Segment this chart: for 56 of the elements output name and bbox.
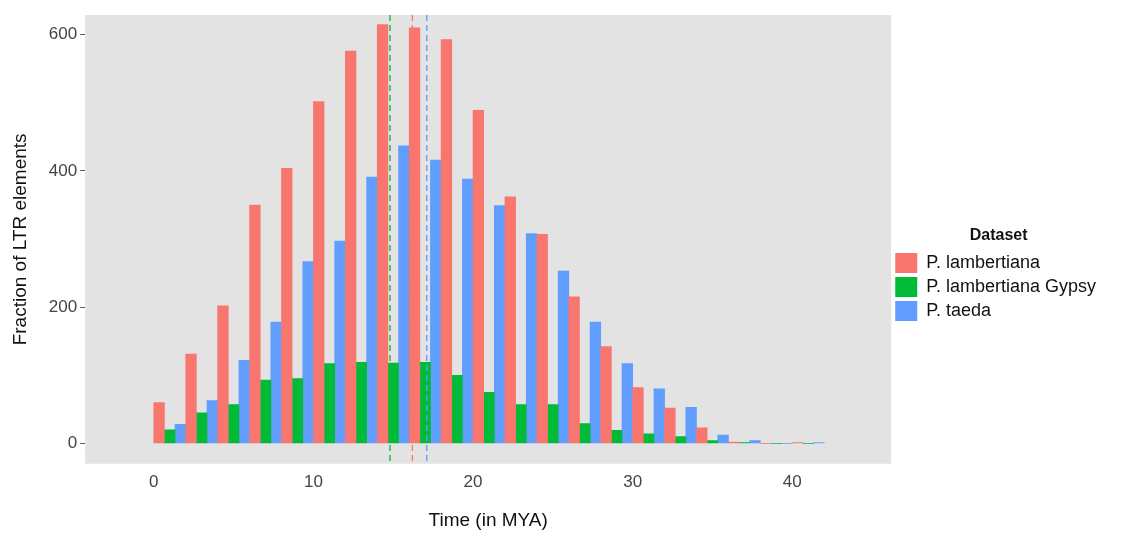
bar — [664, 407, 676, 444]
x-axis-title: Time (in MYA) — [428, 508, 548, 530]
x-tick-label: 0 — [149, 471, 159, 491]
bar — [355, 362, 367, 444]
bar — [568, 296, 580, 444]
bar — [632, 387, 644, 444]
bar — [621, 363, 633, 444]
bar — [217, 305, 229, 444]
bar — [696, 427, 708, 444]
bar — [419, 362, 431, 444]
bar — [451, 374, 463, 444]
bar — [281, 167, 293, 444]
x-tick-label: 20 — [463, 471, 483, 491]
x-tick-label: 10 — [303, 471, 323, 491]
y-tick-label: 400 — [48, 160, 78, 180]
bar — [717, 434, 729, 444]
bar — [185, 353, 197, 444]
bar — [153, 402, 165, 444]
bar — [494, 205, 506, 444]
bar — [706, 440, 719, 444]
bar — [291, 378, 304, 444]
bar — [430, 159, 442, 444]
bar — [515, 404, 527, 444]
bar — [483, 391, 495, 444]
bar — [749, 440, 761, 444]
bar — [302, 261, 314, 444]
bar — [164, 429, 176, 444]
bar — [536, 233, 548, 444]
bar — [345, 50, 357, 444]
bar — [440, 39, 453, 444]
y-tick-label: 200 — [48, 296, 78, 316]
bar — [313, 101, 325, 444]
bar — [525, 233, 538, 444]
y-tick-label: 600 — [48, 24, 78, 44]
legend-label: P. lambertiana — [926, 252, 1041, 273]
bar — [600, 346, 612, 444]
bar — [504, 196, 516, 444]
bar — [589, 321, 602, 444]
bar — [547, 404, 559, 444]
bar — [398, 145, 410, 444]
bar — [334, 240, 346, 444]
bar — [249, 204, 261, 444]
bar — [323, 363, 336, 444]
bar — [462, 178, 474, 444]
bar — [653, 388, 665, 444]
bar — [376, 24, 389, 444]
legend-label: P. lambertiana Gypsy — [926, 276, 1097, 297]
bar — [685, 406, 697, 444]
bar — [366, 176, 378, 444]
y-axis-title: Fraction of LTR elements — [8, 133, 30, 346]
legend-label: P. taeda — [926, 300, 992, 321]
y-tick-label: 0 — [67, 433, 78, 453]
x-tick-label: 30 — [623, 471, 643, 491]
bar — [472, 110, 485, 444]
legend-title: Dataset — [969, 226, 1029, 244]
x-tick-label: 40 — [782, 471, 802, 491]
